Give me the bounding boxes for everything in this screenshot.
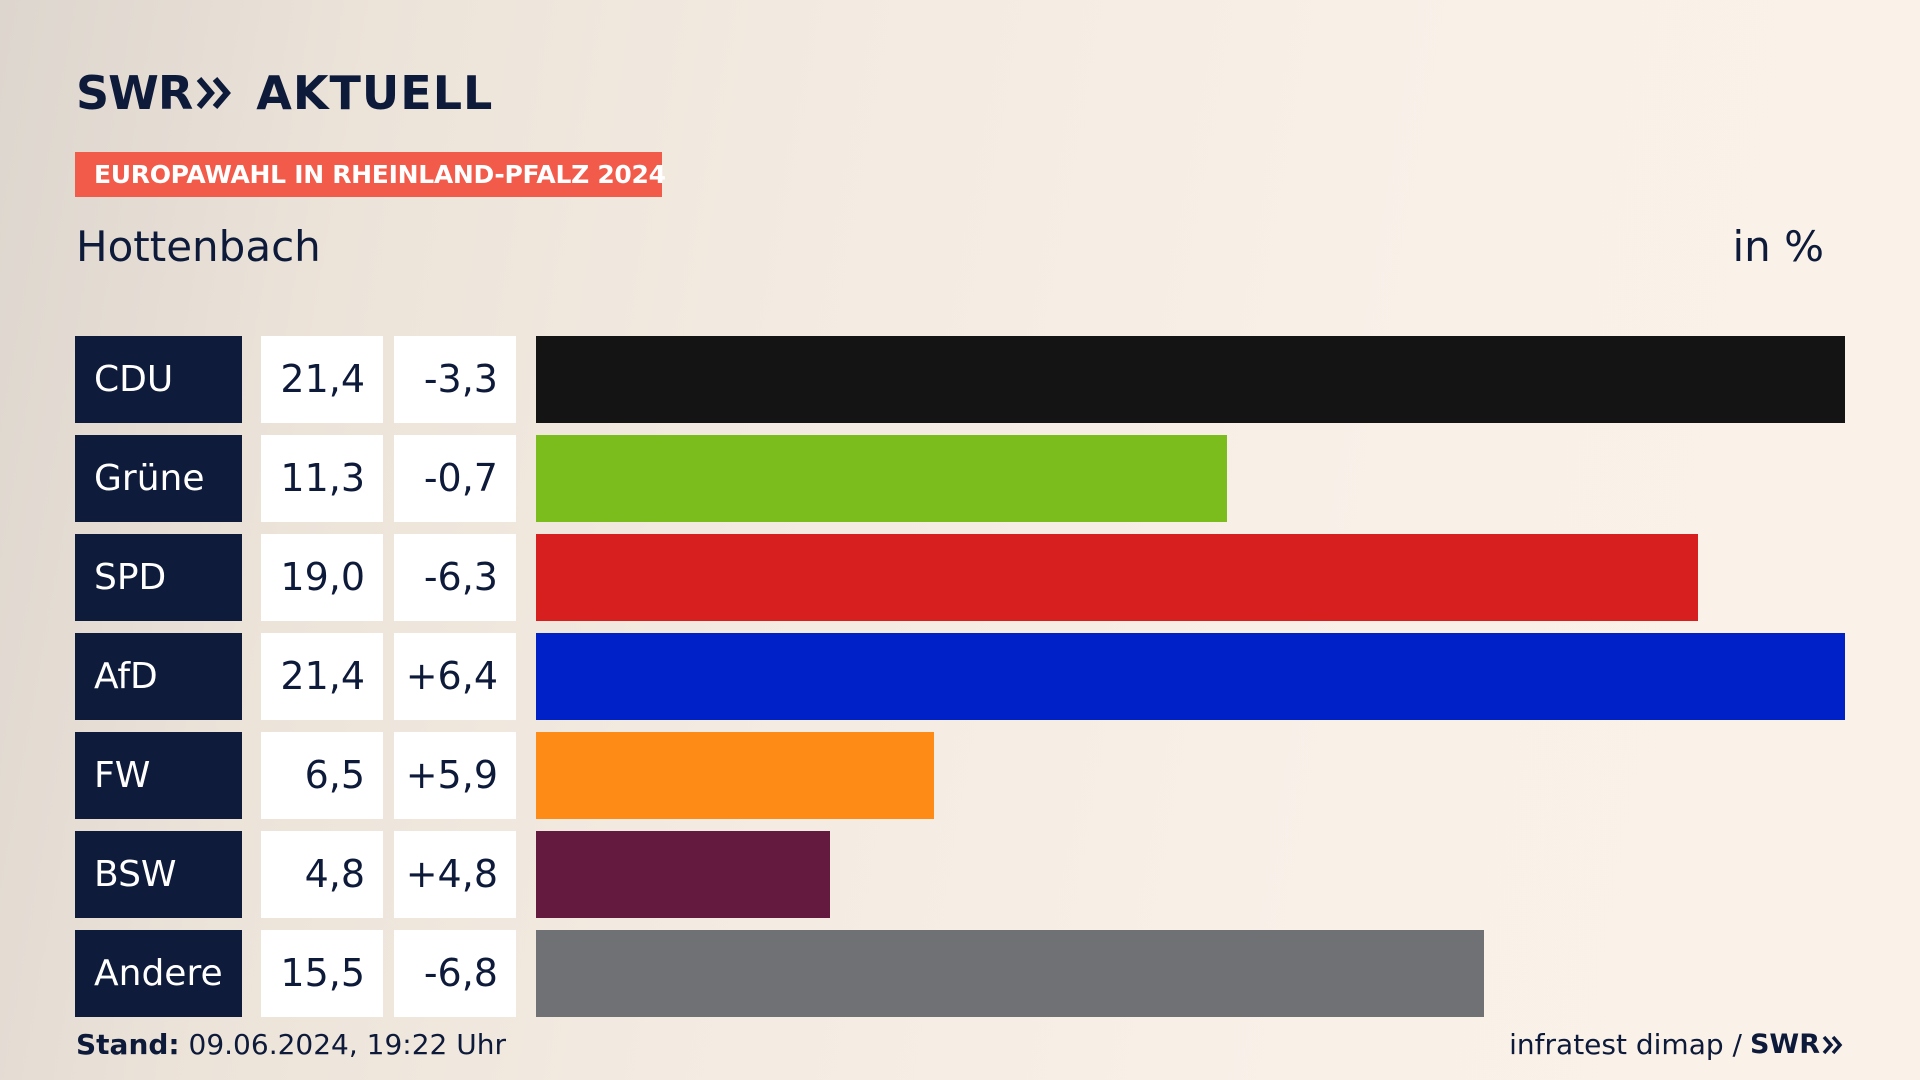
vote-share-value: 21,4: [261, 633, 383, 720]
result-bar: [536, 336, 1845, 423]
vote-share-value: 21,4: [261, 336, 383, 423]
party-label: FW: [75, 732, 242, 819]
vote-share-value: 11,3: [261, 435, 383, 522]
result-bar: [536, 831, 830, 918]
result-bar: [536, 633, 1845, 720]
timestamp-value: 09.06.2024, 19:22 Uhr: [188, 1028, 506, 1061]
vote-share-value: 4,8: [261, 831, 383, 918]
vote-share-value: 19,0: [261, 534, 383, 621]
vote-change-value: +5,9: [394, 732, 516, 819]
result-row: Grüne 11,3 -0,7: [75, 435, 1845, 522]
party-label: CDU: [75, 336, 242, 423]
party-label: Andere: [75, 930, 242, 1017]
vote-change-value: -6,3: [394, 534, 516, 621]
timestamp-label: Stand:: [76, 1028, 180, 1061]
brand-logo: SWR AKTUELL: [76, 66, 494, 120]
election-banner: EUROPAWAHL IN RHEINLAND-PFALZ 2024: [75, 152, 666, 197]
vote-change-value: -6,8: [394, 930, 516, 1017]
result-bar: [536, 930, 1484, 1017]
vote-change-value: -3,3: [394, 336, 516, 423]
result-row: AfD 21,4 +6,4: [75, 633, 1845, 720]
chevrons-icon: [197, 77, 232, 109]
footer-swr-logo: SWR: [1750, 1029, 1844, 1060]
result-row: FW 6,5 +5,9: [75, 732, 1845, 819]
footer-swr-text: SWR: [1749, 1029, 1820, 1060]
brand-product: AKTUELL: [256, 66, 494, 120]
source-text: infratest dimap /: [1509, 1028, 1742, 1061]
vote-change-value: +4,8: [394, 831, 516, 918]
result-row: CDU 21,4 -3,3: [75, 336, 1845, 423]
vote-change-value: -0,7: [394, 435, 516, 522]
party-label: SPD: [75, 534, 242, 621]
result-bar: [536, 732, 934, 819]
swr-logo-text: SWR: [76, 66, 193, 120]
result-bar: [536, 435, 1227, 522]
timestamp: Stand: 09.06.2024, 19:22 Uhr: [76, 1028, 506, 1061]
party-label: Grüne: [75, 435, 242, 522]
vote-change-value: +6,4: [394, 633, 516, 720]
swr-logo: SWR: [76, 66, 234, 120]
result-row: SPD 19,0 -6,3: [75, 534, 1845, 621]
place-title: Hottenbach: [76, 222, 321, 271]
footer-chevrons-icon: [1822, 1035, 1843, 1054]
result-row: Andere 15,5 -6,8: [75, 930, 1845, 1017]
result-row: BSW 4,8 +4,8: [75, 831, 1845, 918]
party-label: BSW: [75, 831, 242, 918]
source-credit: infratest dimap / SWR: [1509, 1028, 1844, 1061]
party-label: AfD: [75, 633, 242, 720]
vote-share-value: 15,5: [261, 930, 383, 1017]
unit-label: in %: [1732, 222, 1824, 271]
result-bar: [536, 534, 1698, 621]
vote-share-value: 6,5: [261, 732, 383, 819]
